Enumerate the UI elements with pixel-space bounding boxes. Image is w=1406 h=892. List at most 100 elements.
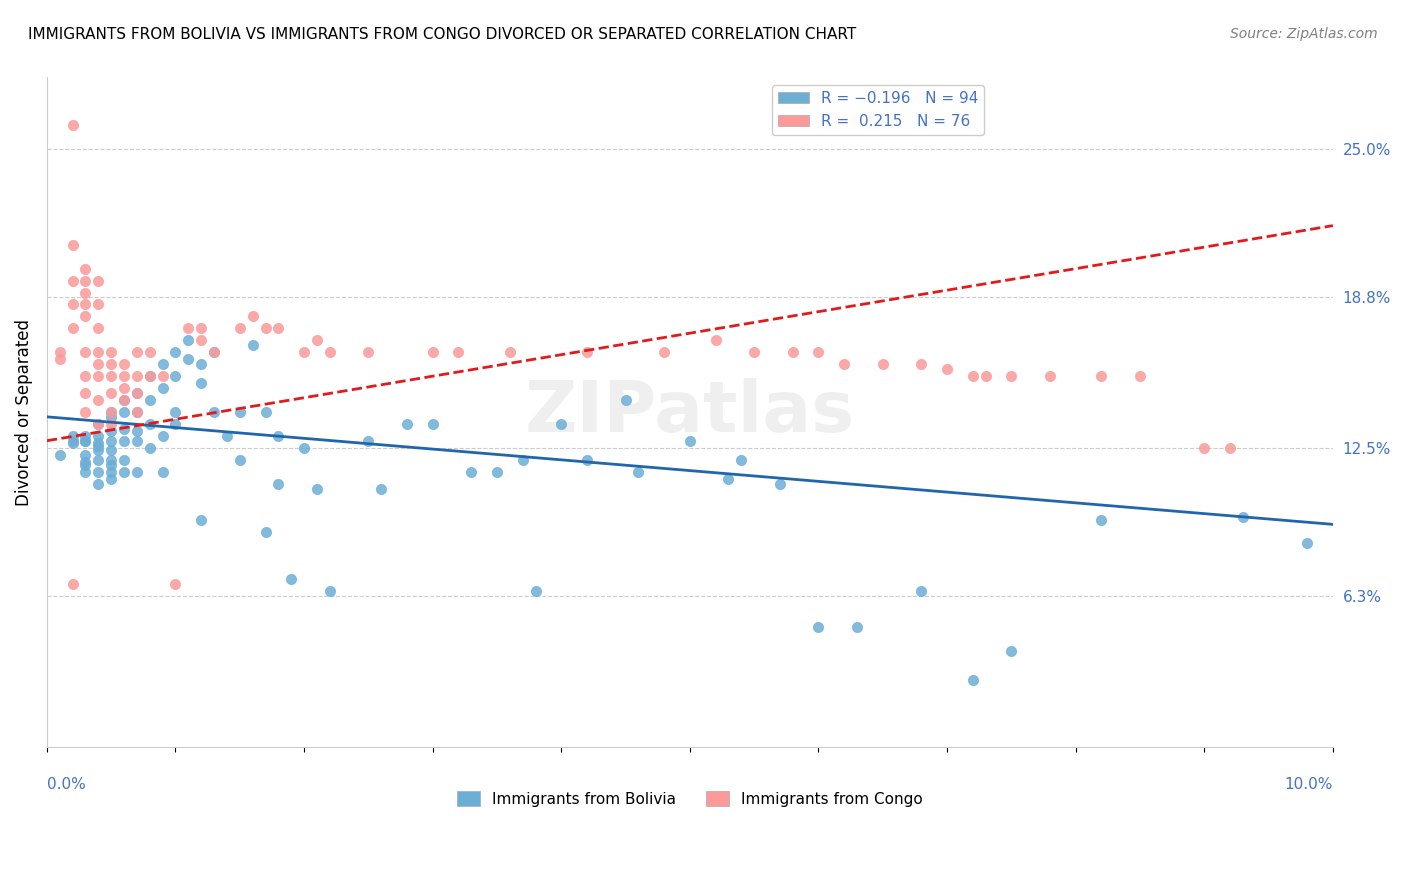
Point <box>75 455 97 469</box>
Point <box>165 345 187 359</box>
Point <box>1090 369 1112 384</box>
Point <box>48 448 70 462</box>
Point <box>125 434 148 448</box>
Point <box>202 405 225 419</box>
Point <box>280 572 302 586</box>
Point <box>152 465 174 479</box>
Point <box>100 472 122 486</box>
Point <box>87 321 110 335</box>
Point <box>75 405 97 419</box>
Point <box>62 436 84 450</box>
Point <box>100 345 122 359</box>
Point <box>75 369 97 384</box>
Point <box>87 393 110 408</box>
Point <box>652 345 675 359</box>
Point <box>87 417 110 431</box>
Point <box>190 376 212 391</box>
Point <box>165 577 187 591</box>
Point <box>190 513 212 527</box>
Point <box>1090 513 1112 527</box>
Point <box>75 434 97 448</box>
Point <box>112 453 135 467</box>
Point <box>87 369 110 384</box>
Point <box>48 345 70 359</box>
Point <box>1039 369 1062 384</box>
Point <box>229 405 252 419</box>
Point <box>422 345 444 359</box>
Point <box>112 465 135 479</box>
Point <box>75 274 97 288</box>
Point <box>48 352 70 367</box>
Point <box>125 345 148 359</box>
Point <box>769 476 792 491</box>
Point <box>112 357 135 371</box>
Point <box>614 393 637 408</box>
Point <box>807 345 830 359</box>
Point <box>936 362 959 376</box>
Point <box>112 393 135 408</box>
Point <box>139 393 162 408</box>
Point <box>100 465 122 479</box>
Point <box>62 429 84 443</box>
Point <box>524 584 547 599</box>
Point <box>62 434 84 448</box>
Point <box>87 297 110 311</box>
Point <box>1129 369 1152 384</box>
Point <box>100 385 122 400</box>
Point <box>125 424 148 438</box>
Point <box>75 345 97 359</box>
Point <box>974 369 997 384</box>
Point <box>1000 369 1022 384</box>
Point <box>254 321 277 335</box>
Point <box>782 345 804 359</box>
Point <box>305 334 328 348</box>
Point <box>75 434 97 448</box>
Point <box>1194 441 1216 455</box>
Point <box>846 620 869 634</box>
Point <box>177 352 200 367</box>
Point <box>627 465 650 479</box>
Point <box>319 345 342 359</box>
Point <box>910 357 932 371</box>
Point <box>460 465 482 479</box>
Point <box>1000 644 1022 658</box>
Point <box>292 441 315 455</box>
Point <box>962 673 984 687</box>
Point <box>112 381 135 395</box>
Point <box>100 369 122 384</box>
Point <box>1296 536 1319 550</box>
Point <box>177 334 200 348</box>
Point <box>100 443 122 458</box>
Point <box>422 417 444 431</box>
Point <box>512 453 534 467</box>
Point <box>370 482 392 496</box>
Point <box>190 321 212 335</box>
Point <box>139 369 162 384</box>
Point <box>75 385 97 400</box>
Point <box>242 310 264 324</box>
Point <box>87 274 110 288</box>
Point <box>165 369 187 384</box>
Point <box>125 405 148 419</box>
Point <box>75 310 97 324</box>
Point <box>75 429 97 443</box>
Point <box>87 436 110 450</box>
Point <box>100 434 122 448</box>
Point <box>962 369 984 384</box>
Point <box>100 357 122 371</box>
Point <box>125 385 148 400</box>
Point <box>229 453 252 467</box>
Point <box>485 465 508 479</box>
Point <box>292 345 315 359</box>
Point <box>62 297 84 311</box>
Point <box>267 321 290 335</box>
Point <box>139 369 162 384</box>
Point <box>872 357 894 371</box>
Point <box>832 357 855 371</box>
Point <box>87 476 110 491</box>
Point <box>190 334 212 348</box>
Point <box>87 465 110 479</box>
Point <box>704 334 727 348</box>
Point <box>215 429 238 443</box>
Point <box>717 472 740 486</box>
